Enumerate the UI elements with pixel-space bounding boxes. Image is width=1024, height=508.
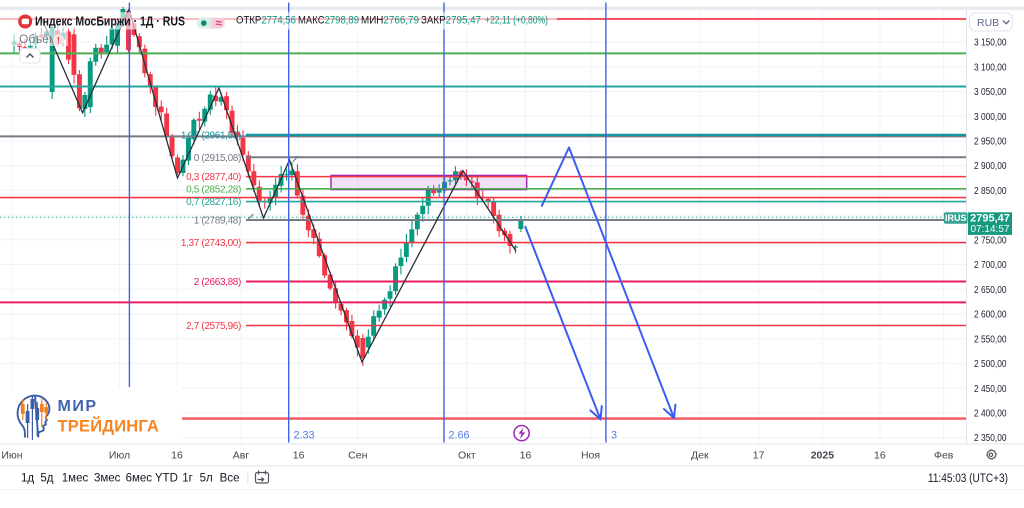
svg-text:2 450,00: 2 450,00: [974, 384, 1007, 395]
svg-text:RUB: RUB: [977, 17, 999, 29]
svg-text:2 (2663,88): 2 (2663,88): [194, 277, 241, 288]
svg-text:2,7 (2575,96): 2,7 (2575,96): [186, 321, 241, 332]
svg-text:6мес: 6мес: [126, 473, 153, 485]
svg-text:3 150,00: 3 150,00: [974, 38, 1007, 49]
svg-text:2795,47: 2795,47: [970, 213, 1010, 225]
svg-text:ОТКР2774,56: ОТКР2774,56: [236, 14, 296, 26]
svg-text:1,37 (2961,55): 1,37 (2961,55): [181, 130, 241, 141]
svg-text:Все: Все: [220, 473, 240, 485]
svg-text:Фев: Фев: [934, 450, 954, 462]
svg-text:11:45:03 (UTC+3): 11:45:03 (UTC+3): [928, 473, 1008, 485]
svg-text:ЗАКР2795,47: ЗАКР2795,47: [421, 14, 481, 26]
svg-text:16: 16: [171, 450, 183, 462]
svg-text:2 550,00: 2 550,00: [974, 334, 1007, 345]
svg-text:Июн: Июн: [1, 450, 22, 462]
svg-text:Дек: Дек: [691, 450, 709, 462]
svg-text:Сен: Сен: [348, 450, 367, 462]
svg-text:17: 17: [753, 450, 765, 462]
svg-text:Индекс МосБиржи · 1Д · RUS: Индекс МосБиржи · 1Д · RUS: [35, 13, 185, 28]
svg-text:2 750,00: 2 750,00: [974, 235, 1007, 246]
svg-text:16: 16: [520, 450, 532, 462]
svg-text:2 950,00: 2 950,00: [974, 137, 1007, 148]
svg-text:МАКС2798,89: МАКС2798,89: [298, 14, 359, 26]
svg-text:2 400,00: 2 400,00: [974, 409, 1007, 420]
svg-text:2025: 2025: [811, 450, 835, 462]
svg-text:Объём: Объём: [19, 32, 57, 46]
svg-text:+22,11 (+0,80%): +22,11 (+0,80%): [485, 14, 548, 26]
svg-text:0,5 (2852,28): 0,5 (2852,28): [186, 184, 241, 195]
svg-text:IRUS: IRUS: [945, 213, 967, 223]
svg-text:МИР: МИР: [58, 398, 98, 415]
svg-text:YTD: YTD: [155, 473, 178, 485]
svg-text:0,7 (2827,16): 0,7 (2827,16): [186, 197, 241, 208]
svg-text:2 900,00: 2 900,00: [974, 161, 1007, 172]
svg-text:2.66: 2.66: [449, 430, 470, 442]
svg-text:16: 16: [293, 450, 305, 462]
svg-text:5л: 5л: [200, 473, 213, 485]
svg-text:3мес: 3мес: [94, 473, 121, 485]
svg-text:5д: 5д: [40, 473, 53, 485]
svg-text:Авг: Авг: [233, 450, 250, 462]
svg-text:2 850,00: 2 850,00: [974, 186, 1007, 197]
svg-text:0 (2915,08): 0 (2915,08): [194, 153, 241, 164]
svg-text:1,37 (2743,00): 1,37 (2743,00): [181, 238, 241, 249]
svg-text:2.33: 2.33: [294, 430, 315, 442]
svg-text:0,3 (2877,40): 0,3 (2877,40): [186, 172, 241, 183]
svg-text:2 650,00: 2 650,00: [974, 285, 1007, 296]
svg-text:3 100,00: 3 100,00: [974, 62, 1007, 73]
svg-text:2 350,00: 2 350,00: [974, 433, 1007, 444]
svg-text:Ноя: Ноя: [581, 450, 600, 462]
svg-text:3: 3: [611, 430, 617, 442]
svg-text:1мес: 1мес: [62, 473, 89, 485]
svg-text:≈: ≈: [215, 16, 222, 30]
svg-text:2 500,00: 2 500,00: [974, 359, 1007, 370]
svg-text:07:14:57: 07:14:57: [971, 224, 1010, 235]
svg-text:1 (2789,48): 1 (2789,48): [194, 216, 241, 227]
svg-text:1д: 1д: [21, 473, 34, 485]
svg-text:2 600,00: 2 600,00: [974, 310, 1007, 321]
svg-text:16: 16: [874, 450, 886, 462]
svg-text:Июл: Июл: [109, 450, 130, 462]
svg-text:ТРЕЙДИНГА: ТРЕЙДИНГА: [58, 416, 160, 435]
svg-text:2 700,00: 2 700,00: [974, 260, 1007, 271]
svg-text:Окт: Окт: [458, 450, 476, 462]
svg-text:МИН2766,79: МИН2766,79: [361, 14, 419, 26]
svg-text:!: !: [57, 36, 60, 47]
svg-text:3 050,00: 3 050,00: [974, 87, 1007, 98]
svg-text:3 000,00: 3 000,00: [974, 112, 1007, 123]
svg-text:1г: 1г: [182, 473, 193, 485]
